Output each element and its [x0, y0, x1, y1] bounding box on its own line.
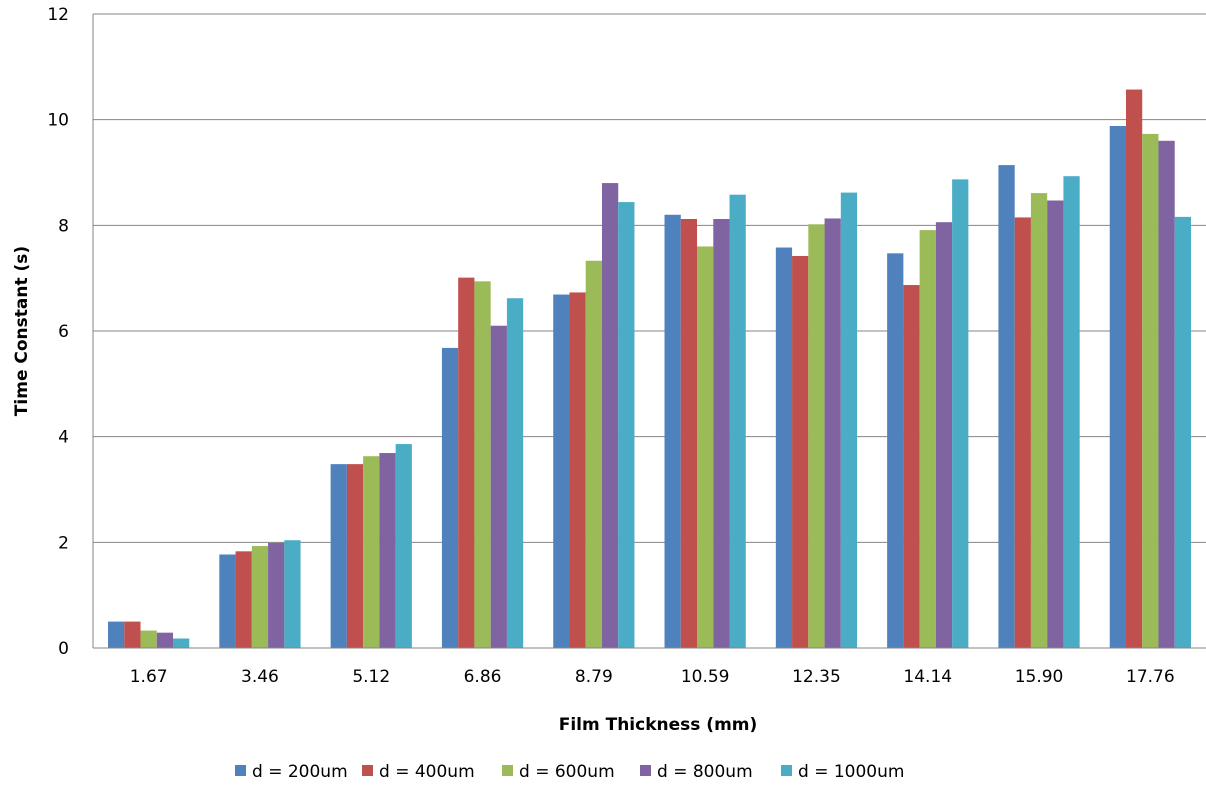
legend-label: d = 400um: [379, 762, 475, 782]
bar: [952, 179, 969, 648]
bar: [998, 165, 1015, 648]
bar: [1142, 133, 1159, 649]
y-tick-labels: 0 2 4 6 8 10 12: [47, 5, 69, 659]
legend-label: d = 1000um: [798, 762, 904, 782]
y-axis-title: Time Constant (s): [12, 246, 32, 416]
bar: [1063, 176, 1080, 648]
bar: [173, 638, 190, 648]
bar: [1109, 126, 1126, 649]
legend-label: d = 800um: [657, 762, 753, 782]
y-tick-label: 10: [47, 111, 69, 131]
bar: [775, 247, 793, 649]
bar: [569, 292, 586, 648]
bar: [680, 218, 698, 648]
legend-swatch: [362, 765, 373, 776]
y-tick-label: 6: [58, 322, 69, 342]
bar: [346, 464, 364, 648]
bar: [140, 630, 157, 648]
x-tick-label: 3.46: [241, 667, 279, 687]
bar: [156, 632, 174, 648]
bar: [1158, 140, 1175, 649]
bar: [108, 621, 125, 648]
legend-swatch: [235, 765, 246, 776]
bar: [1125, 89, 1143, 649]
bar: [379, 453, 396, 648]
x-tick-label: 6.86: [464, 667, 502, 687]
y-tick-label: 4: [58, 428, 69, 448]
y-tick-label: 0: [58, 639, 69, 659]
x-tick-label: 12.35: [792, 667, 841, 687]
bar: [330, 464, 347, 648]
axes: [92, 14, 1206, 649]
x-tick-label: 15.90: [1015, 667, 1064, 687]
bar: [268, 542, 285, 648]
x-tick-label: 8.79: [575, 667, 613, 687]
x-tick-label: 1.67: [130, 667, 168, 687]
bar: [664, 214, 681, 648]
bar: [618, 202, 635, 648]
bar: [1014, 217, 1031, 649]
bar: [395, 444, 412, 648]
bar: [601, 183, 619, 649]
x-axis-title: Film Thickness (mm): [559, 715, 758, 735]
bar: [474, 281, 491, 648]
bar: [1047, 200, 1064, 649]
x-tick-label: 14.14: [903, 667, 952, 687]
y-tick-label: 2: [58, 533, 69, 553]
bar: [808, 224, 825, 648]
bar: [792, 255, 809, 648]
bar: [124, 621, 141, 648]
bar: [251, 546, 269, 648]
bar: [506, 298, 524, 648]
bar: [840, 192, 858, 648]
bar: [284, 540, 301, 648]
legend-swatch: [502, 765, 513, 776]
legend-label: d = 200um: [252, 762, 348, 782]
bar: [553, 294, 570, 648]
legend-swatch: [640, 765, 651, 776]
bar: [219, 554, 236, 648]
bar: [903, 285, 920, 648]
bar: [458, 277, 475, 648]
bar: [235, 551, 252, 648]
bar: [729, 194, 746, 648]
bar: [1174, 216, 1191, 648]
bar: [1030, 193, 1048, 649]
bar: [919, 230, 936, 649]
bar: [713, 218, 730, 648]
bars: [108, 89, 1191, 649]
bar: [363, 456, 380, 648]
bar: [935, 222, 953, 648]
bar: [490, 325, 507, 648]
bar: [697, 246, 714, 648]
legend: d = 200um d = 400um d = 600um d = 800um d = …: [235, 762, 904, 782]
bar: [585, 260, 602, 648]
bar: [887, 253, 904, 648]
legend-label: d = 600um: [519, 762, 615, 782]
y-tick-label: 12: [47, 5, 69, 25]
legend-swatch: [781, 765, 792, 776]
x-tick-label: 5.12: [352, 667, 390, 687]
bar: [824, 218, 841, 648]
x-tick-labels: 1.67 3.46 5.12 6.86 8.79 10.59 12.35 14.14 15.90…: [130, 667, 1175, 687]
x-tick-label: 17.76: [1126, 667, 1175, 687]
bar: [441, 347, 459, 648]
y-tick-label: 8: [58, 216, 69, 236]
x-tick-label: 10.59: [681, 667, 730, 687]
